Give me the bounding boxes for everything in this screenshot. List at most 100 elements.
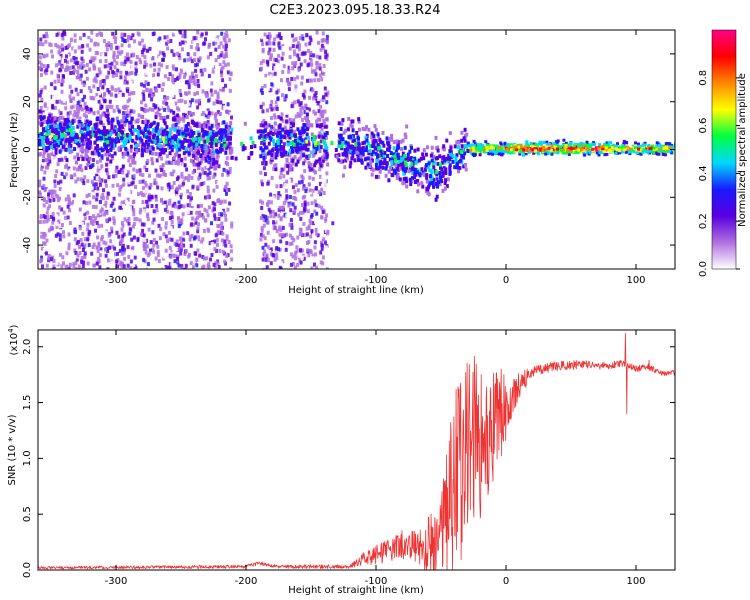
spectrogram-pixel xyxy=(177,98,181,103)
spectrogram-pixel xyxy=(134,71,138,76)
spectrogram-pixel xyxy=(265,253,269,258)
spectrogram-pixel xyxy=(197,84,201,88)
spectrogram-pixel xyxy=(300,43,304,48)
spectrogram-pixel xyxy=(83,140,87,145)
spectrogram-pixel xyxy=(405,166,409,170)
spectrogram-pixel xyxy=(310,229,314,234)
spectrogram-pixel xyxy=(170,220,174,224)
spectrogram-pixel xyxy=(323,132,327,137)
spectrogram-pixel xyxy=(199,136,203,141)
spectrogram-pixel xyxy=(198,56,202,61)
spectrogram-pixel xyxy=(59,53,63,58)
spectrogram-pixel xyxy=(100,154,104,159)
spectrogram-pixel xyxy=(113,40,117,44)
spectrogram-pixel xyxy=(211,150,215,155)
spectrogram-pixel xyxy=(392,140,396,145)
spectrogram-pixel xyxy=(202,150,206,155)
spectrogram-pixel xyxy=(154,181,158,186)
spectrogram-pixel xyxy=(223,63,227,68)
spectrogram-pixel xyxy=(282,201,286,206)
spectrogram-pixel xyxy=(229,130,233,135)
spectrogram-pixel xyxy=(107,41,111,46)
spectrogram-pixel xyxy=(351,134,355,138)
spectrogram-pixel xyxy=(130,116,134,121)
spectrogram-pixel xyxy=(192,146,196,151)
spectrogram-pixel xyxy=(305,226,309,231)
spectrogram-pixel xyxy=(56,141,60,145)
spectrogram-pixel xyxy=(163,121,167,126)
spectrogram-pixel xyxy=(155,173,159,178)
spectrogram-pixel xyxy=(300,138,304,143)
spectrogram-pixel xyxy=(453,144,457,149)
spectrogram-pixel xyxy=(38,66,42,71)
spectrogram-pixel xyxy=(271,132,275,136)
spectrogram-pixel xyxy=(191,216,195,221)
spectrogram-pixel xyxy=(161,129,165,134)
spectrogram-pixel xyxy=(358,150,362,155)
spectrogram-pixel xyxy=(78,41,82,46)
spectrogram-pixel xyxy=(190,233,194,238)
spectrogram-pixel xyxy=(48,204,52,209)
spectrogram-pixel xyxy=(116,217,119,221)
spectrogram-pixel xyxy=(300,255,304,260)
spectrogram-pixel xyxy=(286,164,290,169)
spectrogram-pixel xyxy=(121,154,125,159)
spectrogram-pixel xyxy=(62,135,66,140)
spectrogram-pixel xyxy=(150,139,154,144)
spectrogram-pixel xyxy=(47,192,50,197)
spectrogram-pixel xyxy=(410,179,414,184)
spectrogram-pixel xyxy=(193,151,197,156)
spectrogram-pixel xyxy=(296,139,300,144)
spectrogram-pixel xyxy=(221,172,224,177)
spectrogram-pixel xyxy=(306,201,310,206)
spectrogram-pixel xyxy=(69,71,73,75)
spectrogram-pixel xyxy=(87,35,91,40)
spectrogram-pixel xyxy=(41,264,44,269)
spectrogram-pixel xyxy=(212,262,216,267)
spectrogram-pixel xyxy=(98,182,102,187)
spectrogram-pixel xyxy=(163,128,167,133)
spectrogram-pixel xyxy=(280,167,284,172)
spectrogram-pixel xyxy=(435,146,439,151)
spectrogram-pixel xyxy=(386,154,390,158)
spectrogram-pixel xyxy=(52,267,56,269)
spectrogram-pixel xyxy=(341,173,345,178)
spectrogram-pixel xyxy=(394,158,397,163)
spectrogram-pixel xyxy=(145,68,149,73)
spectrogram-pixel xyxy=(81,231,85,236)
spectrogram-pixel xyxy=(227,128,231,133)
spectrogram-pixel xyxy=(110,226,114,231)
spectrogram-pixel xyxy=(299,162,303,167)
spectrogram-pixel xyxy=(285,241,289,246)
spectrogram-pixel xyxy=(312,152,316,157)
spectrogram-pixel xyxy=(184,147,188,152)
spectrogram-pixel xyxy=(128,126,132,131)
spectrogram-pixel xyxy=(44,158,48,162)
spectrogram-pixel xyxy=(183,40,187,45)
spectrogram-pixel xyxy=(38,142,42,147)
spectrogram-pixel xyxy=(129,148,133,153)
spectrogram-pixel xyxy=(224,117,228,122)
spectrogram-pixel xyxy=(261,186,265,191)
spectrogram-pixel xyxy=(263,236,267,241)
spectrogram-pixel xyxy=(138,163,142,168)
spectrogram-pixel xyxy=(147,197,151,202)
spectrogram-pixel xyxy=(95,131,99,135)
spectrogram-pixel xyxy=(304,71,307,76)
spectrogram-pixel xyxy=(98,164,102,169)
spectrogram-pixel xyxy=(120,61,124,66)
spectrogram-pixel xyxy=(45,251,48,256)
spectrogram-pixel xyxy=(59,252,62,257)
spectrogram-pixel xyxy=(183,215,187,220)
spectrogram-pixel xyxy=(169,39,173,43)
spectrogram-pixel xyxy=(182,181,185,186)
spectrogram-pixel xyxy=(657,152,661,156)
spectrogram-pixel xyxy=(112,108,116,113)
spectrogram-pixel xyxy=(41,170,45,175)
spectrogram-pixel xyxy=(285,113,289,118)
spectrogram-pixel xyxy=(315,60,319,65)
spectrogram-pixel xyxy=(99,93,102,98)
spectrogram-pixel xyxy=(89,145,93,150)
spectrogram-pixel xyxy=(192,138,196,143)
spectrogram-pixel xyxy=(639,152,643,156)
